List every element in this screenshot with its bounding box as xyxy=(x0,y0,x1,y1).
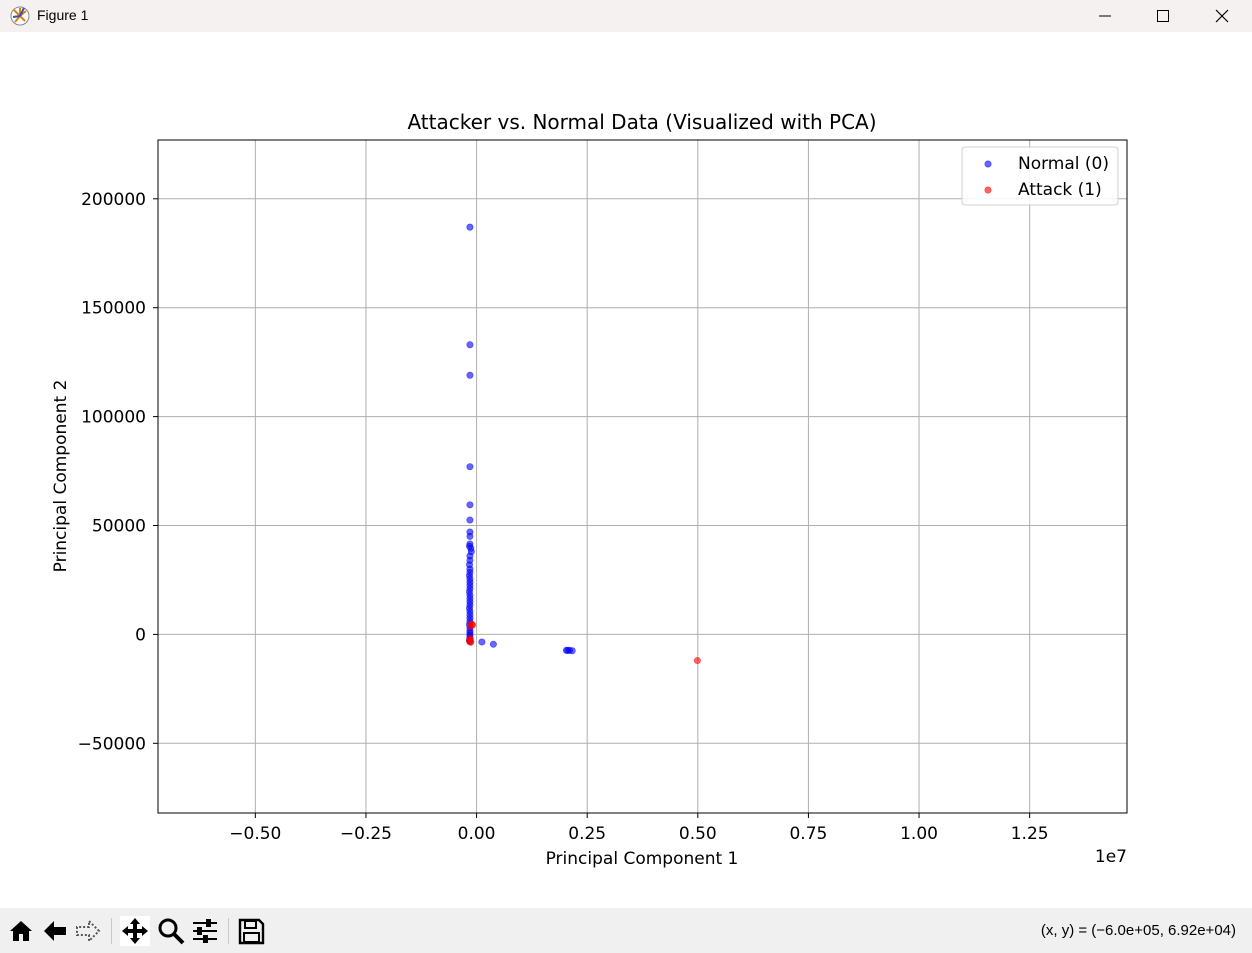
x-axis-offset-text: 1e7 xyxy=(1095,847,1127,867)
maximize-button[interactable] xyxy=(1134,0,1192,32)
grid-lines xyxy=(158,140,1127,813)
y-tick-label: 200000 xyxy=(81,190,146,210)
legend-label-normal: Normal (0) xyxy=(1018,154,1109,174)
data-point-normal xyxy=(466,371,474,379)
pan-button[interactable] xyxy=(120,916,150,946)
zoom-icon xyxy=(158,918,185,945)
data-point-normal xyxy=(568,647,576,655)
minimize-icon xyxy=(1099,15,1111,17)
window-titlebar: Figure 1 xyxy=(0,0,1252,32)
data-point-normal xyxy=(466,501,474,509)
toolbar-separator xyxy=(228,918,229,944)
data-point-normal xyxy=(466,516,474,524)
scatter-chart[interactable]: −0.50 −0.25 0.00 0.25 0.50 0.75 1.00 1.25 −50000… xyxy=(0,32,1252,908)
axis-ticks: −0.50 −0.25 0.00 0.25 0.50 0.75 1.00 1.25 −50000… xyxy=(78,190,1049,844)
save-button[interactable] xyxy=(236,916,266,946)
close-button[interactable] xyxy=(1193,0,1251,32)
chart-title: Attacker vs. Normal Data (Visualized wit… xyxy=(407,110,876,134)
data-point-normal xyxy=(466,532,474,540)
y-tick-label: 0 xyxy=(135,625,146,645)
data-points xyxy=(465,223,701,665)
data-point-normal xyxy=(489,640,497,648)
minimize-button[interactable] xyxy=(1076,0,1134,32)
legend-marker-normal xyxy=(984,160,992,168)
legend: Normal (0) Attack (1) xyxy=(961,146,1119,206)
y-tick-label: 150000 xyxy=(81,299,146,319)
data-point-attack xyxy=(467,638,475,646)
home-icon xyxy=(10,921,32,941)
home-button[interactable] xyxy=(6,916,36,946)
forward-arrow-icon xyxy=(76,918,101,944)
plot-area-border xyxy=(157,139,1128,814)
x-tick-label: 0.75 xyxy=(789,824,827,844)
navigation-toolbar: (x, y) = (−6.0e+05, 6.92e+04) xyxy=(0,908,1252,953)
forward-button[interactable] xyxy=(73,916,103,946)
toolbar-separator xyxy=(111,918,112,944)
y-tick-label: 50000 xyxy=(92,517,146,537)
x-tick-label: 1.25 xyxy=(1011,824,1049,844)
y-tick-label: −50000 xyxy=(78,734,146,754)
zoom-button[interactable] xyxy=(156,916,186,946)
legend-box xyxy=(961,146,1119,206)
data-point-normal xyxy=(478,638,486,646)
legend-label-attack: Attack (1) xyxy=(1018,180,1102,200)
back-button[interactable] xyxy=(40,916,70,946)
x-tick-label: 0.50 xyxy=(679,824,717,844)
data-point-normal xyxy=(466,463,474,471)
y-axis-label: Principal Component 2 xyxy=(51,380,71,573)
save-icon xyxy=(238,918,265,945)
data-point-attack xyxy=(693,657,701,665)
x-tick-label: 0.25 xyxy=(568,824,606,844)
cursor-coordinates: (x, y) = (−6.0e+05, 6.92e+04) xyxy=(1040,922,1236,939)
data-point-attack xyxy=(466,622,474,630)
back-arrow-icon xyxy=(44,921,66,941)
window-title: Figure 1 xyxy=(37,7,89,23)
x-tick-label: −0.50 xyxy=(229,824,281,844)
close-icon xyxy=(1215,9,1229,23)
x-axis-label: Principal Component 1 xyxy=(546,849,739,869)
data-point-normal xyxy=(466,341,474,349)
matplotlib-icon xyxy=(10,6,30,26)
x-tick-label: 1.00 xyxy=(900,824,938,844)
configure-subplots-button[interactable] xyxy=(190,916,220,946)
y-tick-label: 100000 xyxy=(81,408,146,428)
legend-marker-attack xyxy=(984,186,992,194)
x-tick-label: 0.00 xyxy=(458,824,496,844)
figure-canvas[interactable]: −0.50 −0.25 0.00 0.25 0.50 0.75 1.00 1.25 −50000… xyxy=(0,32,1252,908)
data-point-normal xyxy=(466,223,474,231)
maximize-icon xyxy=(1157,10,1169,22)
configure-subplots-icon xyxy=(193,919,217,943)
x-tick-label: −0.25 xyxy=(340,824,392,844)
pan-icon xyxy=(122,918,148,944)
